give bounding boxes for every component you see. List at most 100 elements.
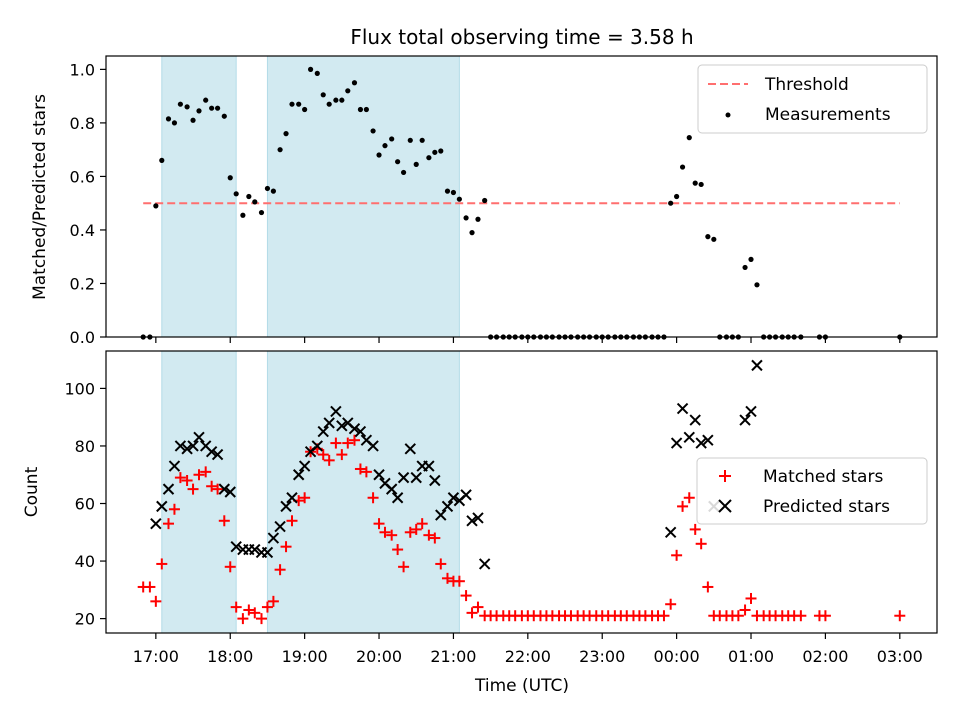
bottom-y-tick-label: 100 xyxy=(64,379,95,398)
bottom-legend-box xyxy=(696,457,928,525)
predicted-star-point xyxy=(676,402,689,415)
measurement-point xyxy=(307,66,314,72)
bottom-y-tick-label: 60 xyxy=(75,495,95,514)
matched-star-point xyxy=(732,610,744,622)
matched-star-point xyxy=(206,480,218,492)
measurement-point xyxy=(203,97,209,103)
predicted-star-point xyxy=(478,558,491,570)
legend-threshold-label: Threshold xyxy=(764,75,849,95)
predicted-star-point xyxy=(695,437,707,449)
measurement-point xyxy=(686,135,692,141)
measurement-point xyxy=(351,80,358,86)
measurement-point xyxy=(289,101,295,107)
top-y-tick-label: 0.2 xyxy=(70,274,95,293)
matched-star-point xyxy=(739,604,751,616)
measurement-point xyxy=(296,101,302,107)
predicted-star-point xyxy=(274,520,286,533)
shaded-interval xyxy=(161,350,237,634)
predicted-star-point xyxy=(280,500,292,513)
measurement-point xyxy=(233,191,239,197)
bottom-x-tick-label: 17:00 xyxy=(133,647,179,666)
matched-star-point xyxy=(181,474,193,486)
measurement-point xyxy=(339,97,345,103)
matched-star-point xyxy=(677,500,689,512)
bottom-x-tick-label: 23:00 xyxy=(579,647,625,666)
predicted-star-point xyxy=(739,414,751,426)
measurement-point xyxy=(214,105,221,111)
predicted-star-point xyxy=(267,532,280,544)
matched-star-point xyxy=(323,454,335,466)
measurement-point xyxy=(326,101,332,107)
matched-star-point xyxy=(237,613,249,625)
measurement-point xyxy=(692,180,698,186)
measurement-point xyxy=(184,104,190,110)
matched-star-point xyxy=(367,492,379,504)
bottom-y-tick-label: 20 xyxy=(75,610,95,629)
measurement-point xyxy=(482,197,488,204)
matched-star-points xyxy=(137,434,906,625)
predicted-star-point xyxy=(211,448,224,461)
measurement-point xyxy=(679,164,686,170)
measurement-point xyxy=(240,212,246,218)
measurement-point xyxy=(389,136,395,142)
measurement-point xyxy=(357,106,364,113)
bottom-x-tick-label: 22:00 xyxy=(505,647,551,666)
top-y-axis: 0.0 0.2 0.4 0.6 0.8 1.0 xyxy=(70,60,106,347)
measurement-point xyxy=(177,101,183,107)
measurement-point xyxy=(370,128,376,134)
measurement-point xyxy=(668,200,674,206)
predicted-star-point xyxy=(683,431,695,444)
bottom-plot-frame xyxy=(105,350,938,634)
matched-star-point xyxy=(144,581,156,593)
predicted-star-point xyxy=(429,474,441,487)
bottom-legend: Matched stars Predicted stars xyxy=(696,457,928,525)
top-y-tick-label: 0.6 xyxy=(70,167,95,186)
matched-star-point xyxy=(187,483,199,495)
top-y-tick-label: 0.0 xyxy=(70,328,95,347)
matched-star-point xyxy=(423,529,435,541)
measurement-point xyxy=(345,88,351,94)
chart-title: Flux total observing time = 3.58 h xyxy=(350,25,693,49)
matched-star-point xyxy=(174,472,186,484)
predicted-star-point xyxy=(205,446,218,458)
measurement-point xyxy=(450,189,457,196)
matched-star-point xyxy=(894,610,906,622)
measurement-point xyxy=(419,137,425,143)
matched-star-point xyxy=(795,610,807,622)
predicted-star-point xyxy=(224,486,236,498)
matched-star-point xyxy=(280,541,292,553)
bottom-x-tick-label: 02:00 xyxy=(802,647,848,666)
matched-star-point xyxy=(150,595,162,607)
top-y-axis-label: Matched/Predicted stars xyxy=(30,94,50,300)
legend-predicted-swatch xyxy=(718,499,732,513)
predicted-star-point xyxy=(751,359,763,372)
measurement-point xyxy=(314,70,320,76)
bottom-y-tick-label: 40 xyxy=(75,552,95,571)
matched-star-point xyxy=(274,564,286,576)
top-plot-frame xyxy=(105,55,938,338)
top-panel: 0.0 0.2 0.4 0.6 0.8 1.0 Matched/Predicted sta… xyxy=(30,55,938,347)
measurement-point xyxy=(363,106,369,113)
legend-measurements-label: Measurements xyxy=(765,105,891,125)
matched-star-point xyxy=(392,544,404,556)
matched-star-point xyxy=(453,575,465,587)
predicted-star-point xyxy=(460,489,472,501)
bottom-x-tick-label: 00:00 xyxy=(654,647,700,666)
measurement-point xyxy=(711,236,717,242)
bottom-x-tick-label: 03:00 xyxy=(877,647,923,666)
predicted-star-point xyxy=(367,440,379,452)
predicted-star-point xyxy=(385,483,398,495)
matched-star-point xyxy=(416,518,428,530)
predicted-star-point xyxy=(472,512,484,524)
measurement-point xyxy=(469,230,475,236)
bottom-shaded-intervals xyxy=(161,350,460,634)
bottom-y-tick-label: 80 xyxy=(75,437,95,456)
predicted-star-point xyxy=(286,492,298,504)
predicted-star-point xyxy=(689,414,701,426)
matched-star-point xyxy=(379,526,391,538)
matched-star-point xyxy=(249,607,261,619)
matched-star-point xyxy=(702,581,714,593)
measurement-point xyxy=(674,193,680,200)
predicted-star-point xyxy=(745,405,757,418)
matched-star-point xyxy=(267,595,279,607)
